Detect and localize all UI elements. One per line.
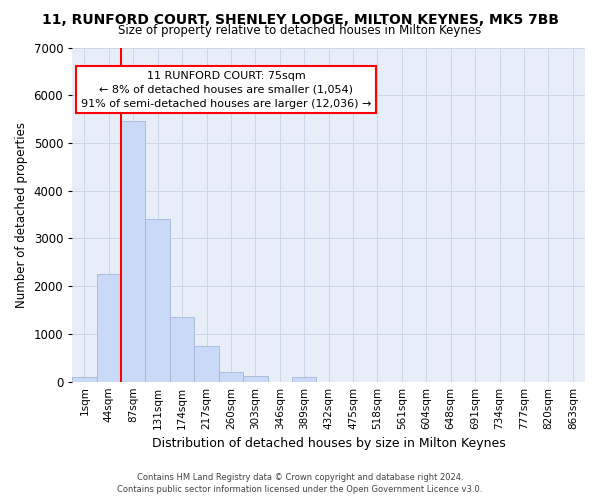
Bar xyxy=(97,274,121,382)
Text: 11, RUNFORD COURT, SHENLEY LODGE, MILTON KEYNES, MK5 7BB: 11, RUNFORD COURT, SHENLEY LODGE, MILTON… xyxy=(41,12,559,26)
Bar xyxy=(170,317,194,382)
Bar xyxy=(121,122,145,382)
Bar xyxy=(219,372,243,382)
Bar xyxy=(145,220,170,382)
Bar xyxy=(243,376,268,382)
Text: 11 RUNFORD COURT: 75sqm
← 8% of detached houses are smaller (1,054)
91% of semi-: 11 RUNFORD COURT: 75sqm ← 8% of detached… xyxy=(81,71,371,109)
Bar xyxy=(292,377,316,382)
Bar xyxy=(194,346,219,382)
Bar xyxy=(72,377,97,382)
Text: Size of property relative to detached houses in Milton Keynes: Size of property relative to detached ho… xyxy=(118,24,482,37)
Y-axis label: Number of detached properties: Number of detached properties xyxy=(15,122,28,308)
X-axis label: Distribution of detached houses by size in Milton Keynes: Distribution of detached houses by size … xyxy=(152,437,505,450)
Text: Contains HM Land Registry data © Crown copyright and database right 2024.
Contai: Contains HM Land Registry data © Crown c… xyxy=(118,472,482,494)
